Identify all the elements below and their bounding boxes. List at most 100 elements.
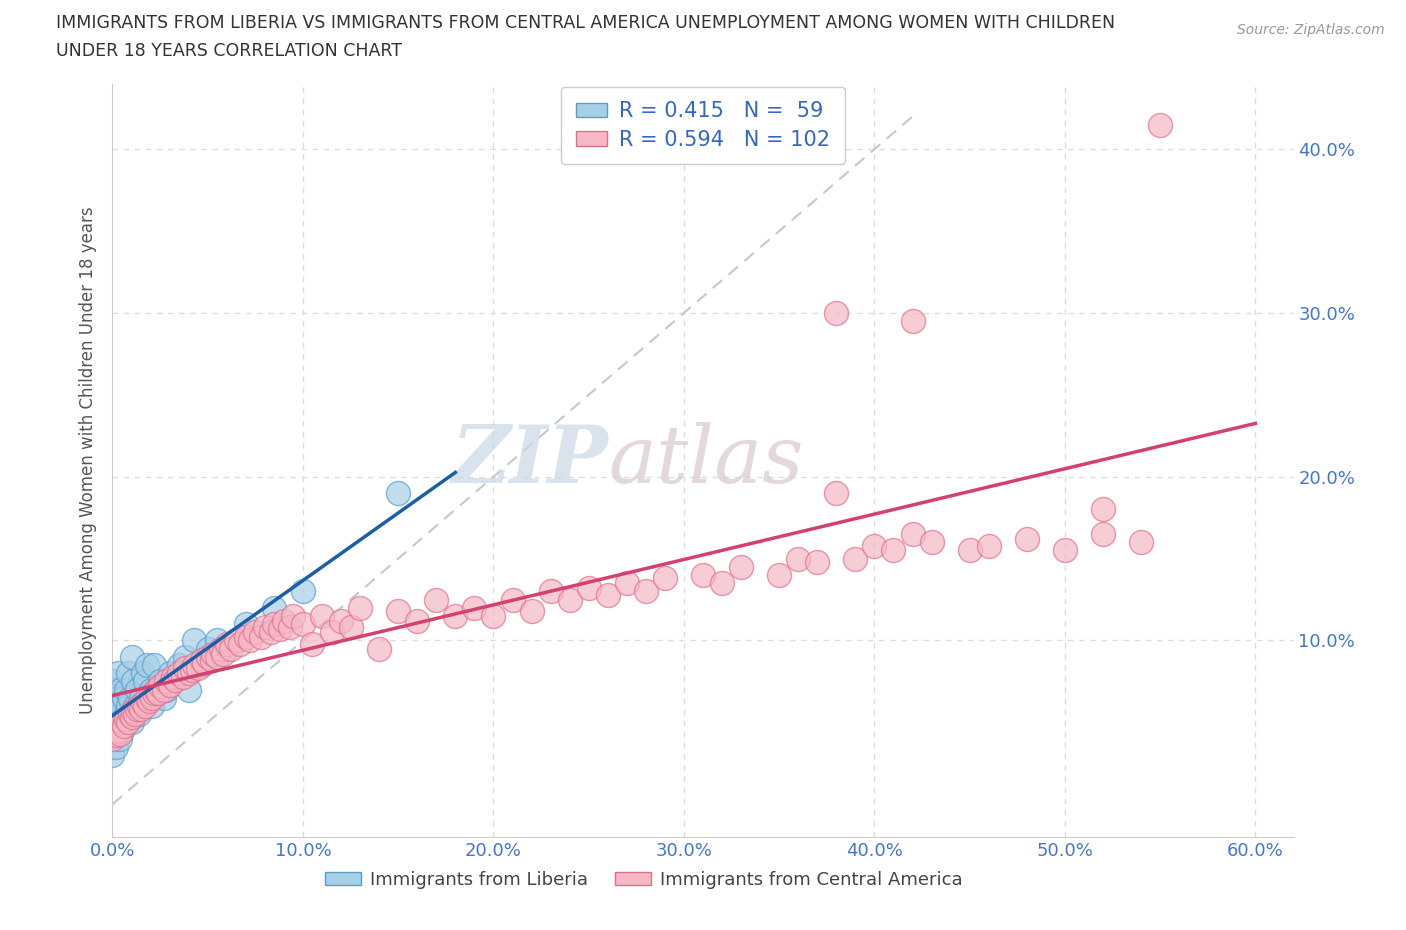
Point: [138, 694, 160, 709]
Point: [101, 724, 124, 738]
Point: [263, 600, 285, 615]
Point: [882, 543, 904, 558]
Point: [730, 559, 752, 574]
Point: [215, 642, 238, 657]
Point: [406, 614, 429, 629]
Point: [111, 698, 134, 713]
Point: [108, 731, 131, 746]
Point: [132, 666, 155, 681]
Point: [634, 584, 657, 599]
Point: [159, 666, 181, 681]
Point: [253, 620, 276, 635]
Point: [245, 625, 267, 640]
Point: [101, 690, 124, 705]
Point: [114, 707, 136, 722]
Point: [134, 674, 156, 689]
Point: [139, 683, 162, 698]
Point: [321, 625, 343, 640]
Point: [959, 543, 981, 558]
Point: [105, 739, 128, 754]
Point: [112, 690, 135, 705]
Point: [117, 698, 139, 713]
Point: [215, 636, 238, 651]
Point: [259, 625, 281, 640]
Point: [711, 576, 734, 591]
Point: [108, 683, 131, 698]
Point: [977, 538, 1000, 553]
Point: [187, 661, 209, 676]
Point: [177, 683, 200, 698]
Point: [173, 661, 195, 676]
Point: [209, 642, 232, 657]
Point: [330, 614, 353, 629]
Point: [540, 584, 562, 599]
Point: [148, 685, 170, 700]
Point: [235, 617, 257, 631]
Point: [101, 674, 124, 689]
Point: [117, 715, 139, 730]
Point: [103, 707, 125, 722]
Point: [129, 702, 152, 717]
Point: [167, 666, 190, 681]
Text: UNDER 18 YEARS CORRELATION CHART: UNDER 18 YEARS CORRELATION CHART: [56, 42, 402, 60]
Point: [111, 715, 134, 730]
Point: [141, 698, 163, 713]
Point: [173, 649, 195, 664]
Point: [101, 698, 124, 713]
Point: [108, 707, 131, 722]
Point: [181, 662, 204, 677]
Point: [387, 485, 409, 500]
Point: [463, 600, 485, 615]
Point: [1130, 535, 1153, 550]
Text: IMMIGRANTS FROM LIBERIA VS IMMIGRANTS FROM CENTRAL AMERICA UNEMPLOYMENT AMONG WO: IMMIGRANTS FROM LIBERIA VS IMMIGRANTS FR…: [56, 14, 1115, 32]
Point: [273, 614, 295, 629]
Point: [103, 683, 125, 698]
Point: [200, 653, 222, 668]
Point: [692, 567, 714, 582]
Point: [806, 554, 828, 569]
Point: [107, 724, 129, 738]
Point: [558, 592, 581, 607]
Point: [1149, 117, 1171, 132]
Point: [114, 711, 136, 726]
Point: [149, 674, 172, 689]
Point: [444, 608, 467, 623]
Point: [112, 718, 135, 733]
Point: [191, 658, 214, 672]
Point: [134, 698, 156, 713]
Point: [101, 731, 124, 746]
Point: [124, 707, 146, 722]
Point: [172, 669, 194, 684]
Point: [921, 535, 943, 550]
Text: Source: ZipAtlas.com: Source: ZipAtlas.com: [1237, 23, 1385, 37]
Point: [162, 674, 184, 689]
Point: [129, 690, 152, 705]
Point: [107, 666, 129, 681]
Point: [901, 313, 924, 328]
Point: [122, 674, 145, 689]
Point: [349, 600, 371, 615]
Point: [127, 702, 149, 717]
Point: [103, 731, 125, 746]
Point: [121, 710, 143, 724]
Point: [578, 580, 600, 595]
Point: [825, 306, 848, 321]
Point: [219, 642, 242, 657]
Point: [278, 620, 301, 635]
Point: [502, 592, 524, 607]
Point: [250, 630, 273, 644]
Point: [301, 636, 323, 651]
Point: [139, 687, 162, 702]
Point: [101, 731, 124, 746]
Point: [162, 669, 184, 684]
Point: [101, 715, 124, 730]
Y-axis label: Unemployment Among Women with Children Under 18 years: Unemployment Among Women with Children U…: [79, 206, 97, 714]
Point: [1053, 543, 1076, 558]
Point: [197, 649, 219, 664]
Point: [118, 690, 141, 705]
Point: [105, 728, 128, 743]
Point: [787, 551, 810, 566]
Point: [368, 642, 391, 657]
Point: [124, 698, 146, 713]
Point: [122, 703, 145, 718]
